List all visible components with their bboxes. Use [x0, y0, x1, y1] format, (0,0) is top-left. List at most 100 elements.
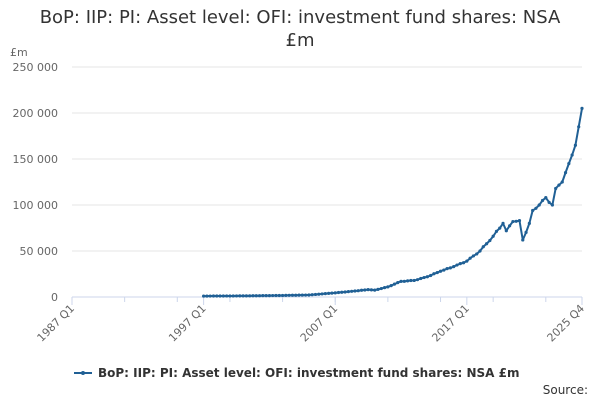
data-point [202, 294, 206, 298]
data-point [412, 278, 416, 283]
data-point [264, 294, 268, 298]
data-point [300, 293, 304, 297]
data-point [514, 219, 518, 223]
data-point [343, 290, 347, 294]
data-point [557, 183, 561, 187]
data-point [363, 288, 367, 292]
data-point [254, 294, 258, 298]
data-point [330, 291, 334, 295]
data-point [406, 279, 410, 283]
data-point [297, 293, 301, 297]
series-line [203, 108, 583, 298]
x-tick-label: 2007 Q1 [298, 302, 341, 345]
data-point [261, 294, 265, 298]
data-point [244, 294, 248, 298]
data-point [211, 294, 216, 298]
data-point [425, 275, 429, 279]
data-point [231, 294, 235, 298]
x-tick-label: 1987 Q1 [35, 302, 78, 345]
data-point [488, 238, 492, 243]
data-point [317, 292, 321, 296]
y-tick-label: 200 000 [13, 107, 59, 120]
data-point [359, 288, 364, 292]
data-point [534, 206, 538, 210]
data-point [524, 230, 528, 234]
data-point [234, 294, 239, 298]
data-point [366, 288, 370, 292]
data-point [517, 219, 522, 223]
data-point [208, 294, 212, 298]
data-point [379, 286, 383, 291]
data-point [392, 282, 397, 286]
data-point [550, 203, 554, 207]
data-point [320, 292, 324, 296]
y-axis-label: £m [10, 46, 28, 59]
data-point [465, 259, 469, 263]
data-point [389, 284, 393, 288]
data-point [205, 294, 209, 298]
data-point [452, 265, 456, 269]
data-point [336, 290, 341, 295]
data-point [458, 262, 462, 266]
data-point [570, 153, 574, 157]
data-point [221, 294, 225, 298]
data-point [435, 270, 439, 275]
data-point [445, 267, 449, 271]
data-point [508, 224, 512, 228]
data-point [290, 293, 295, 297]
data-point [228, 294, 232, 298]
data-point [350, 289, 354, 293]
data-point [544, 196, 548, 200]
data-point [484, 242, 489, 246]
source-label: Source: [542, 383, 588, 397]
data-point [527, 221, 531, 225]
data-point [422, 275, 426, 280]
data-point [461, 261, 466, 265]
data-point [540, 198, 545, 203]
y-tick-label: 0 [51, 291, 58, 304]
data-point [475, 252, 479, 256]
data-point [563, 171, 568, 175]
data-point [346, 289, 350, 294]
data-point [356, 289, 360, 293]
data-point [267, 294, 272, 298]
data-point [537, 203, 541, 207]
data-point [399, 279, 403, 283]
legend[interactable]: BoP: IIP: PI: Asset level: OFI: investme… [74, 366, 520, 380]
data-point [307, 293, 311, 297]
data-point [369, 288, 374, 292]
data-point [547, 200, 551, 204]
legend-series-label: BoP: IIP: PI: Asset level: OFI: investme… [98, 366, 520, 380]
y-tick-label: 250 000 [13, 61, 59, 74]
data-point [415, 278, 420, 282]
chart-title: BoP: IIP: PI: Asset level: OFI: investme… [0, 6, 600, 52]
data-point [323, 292, 327, 296]
data-point [274, 293, 278, 298]
data-point [531, 208, 535, 213]
data-point [580, 106, 584, 110]
data-point [560, 180, 564, 184]
x-tick-label: 2017 Q1 [429, 302, 472, 345]
data-point [287, 293, 291, 297]
data-point [376, 287, 380, 291]
y-tick-label: 100 000 [13, 199, 59, 212]
data-point [333, 291, 337, 295]
data-point [419, 276, 423, 281]
y-tick-label: 150 000 [13, 153, 59, 166]
y-tick-label: 50 000 [20, 245, 59, 258]
data-point [438, 269, 443, 273]
data-point [396, 281, 400, 285]
data-point [471, 254, 476, 258]
data-point [554, 186, 558, 191]
data-point [501, 221, 505, 225]
data-point [271, 293, 275, 298]
data-point [382, 286, 387, 290]
data-point [511, 219, 515, 224]
data-point [280, 293, 285, 298]
data-point [248, 294, 252, 298]
data-point [251, 294, 255, 298]
data-point [257, 294, 262, 298]
data-point [310, 293, 314, 297]
data-point [491, 234, 495, 238]
